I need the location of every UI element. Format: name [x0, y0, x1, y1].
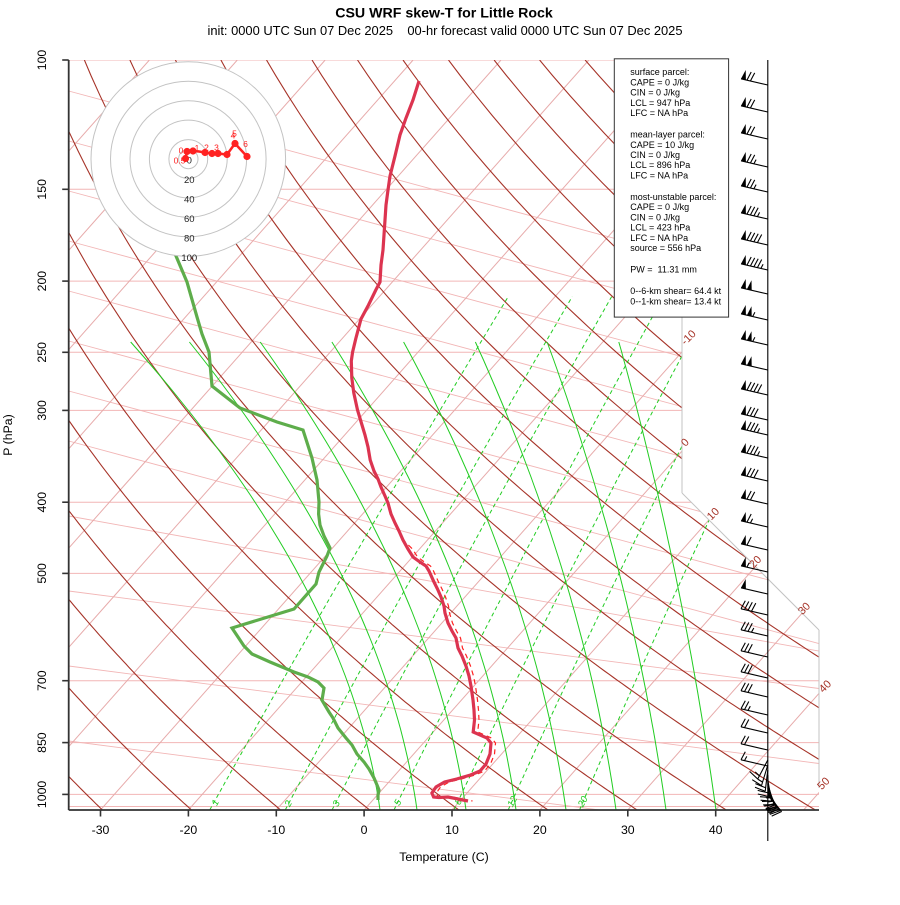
svg-text:0: 0	[179, 146, 184, 156]
svg-text:source = 556 hPa: source = 556 hPa	[630, 243, 701, 253]
svg-text:1000: 1000	[35, 781, 49, 809]
svg-text:0--1-km shear= 13.4 kt: 0--1-km shear= 13.4 kt	[630, 296, 721, 306]
svg-text:20: 20	[184, 175, 195, 186]
svg-text:300: 300	[35, 400, 49, 421]
svg-text:P (hPa): P (hPa)	[1, 414, 15, 455]
svg-text:LCL = 423 hPa: LCL = 423 hPa	[630, 223, 690, 233]
svg-text:CAPE = 0 J/kg: CAPE = 0 J/kg	[630, 202, 689, 212]
svg-text:most-unstable parcel:: most-unstable parcel:	[630, 192, 716, 202]
svg-text:20: 20	[533, 823, 547, 837]
svg-text:3: 3	[214, 143, 219, 153]
svg-text:-10: -10	[267, 823, 285, 837]
svg-text:0: 0	[187, 156, 192, 167]
svg-text:2: 2	[204, 143, 209, 153]
svg-text:CIN = 0 J/kg: CIN = 0 J/kg	[630, 88, 680, 98]
svg-text:-20: -20	[180, 823, 198, 837]
svg-text:100: 100	[181, 253, 197, 264]
svg-text:400: 400	[35, 492, 49, 513]
svg-text:2: 2	[282, 798, 295, 809]
svg-text:CAPE = 10 J/kg: CAPE = 10 J/kg	[630, 140, 694, 150]
svg-text:CIN = 0 J/kg: CIN = 0 J/kg	[630, 212, 680, 222]
svg-text:0.5: 0.5	[174, 156, 186, 166]
svg-text:LFC = NA hPa: LFC = NA hPa	[630, 170, 688, 180]
svg-text:Temperature (C): Temperature (C)	[399, 850, 489, 864]
svg-text:-30: -30	[92, 823, 110, 837]
svg-text:0: 0	[361, 823, 368, 837]
svg-text:0--6-km shear= 64.4 kt: 0--6-km shear= 64.4 kt	[630, 286, 721, 296]
svg-text:CSU WRF skew-T for Little Rock: CSU WRF skew-T for Little Rock	[335, 6, 553, 22]
svg-text:PW = 11.31 mm: PW = 11.31 mm	[630, 265, 697, 275]
svg-text:8: 8	[453, 796, 466, 806]
svg-text:surface parcel:: surface parcel:	[630, 67, 689, 77]
svg-text:150: 150	[35, 179, 49, 200]
svg-text:init: 0000 UTC Sun 07 Dec 2025: init: 0000 UTC Sun 07 Dec 2025 00-hr for…	[207, 23, 682, 38]
svg-text:CIN = 0 J/kg: CIN = 0 J/kg	[630, 150, 680, 160]
svg-text:CAPE = 0 J/kg: CAPE = 0 J/kg	[630, 77, 689, 87]
svg-text:40: 40	[709, 823, 723, 837]
svg-text:1: 1	[195, 143, 200, 153]
svg-text:500: 500	[35, 563, 49, 584]
svg-text:200: 200	[35, 271, 49, 292]
svg-text:250: 250	[35, 342, 49, 363]
svg-text:mean-layer parcel:: mean-layer parcel:	[630, 130, 705, 140]
svg-text:20: 20	[575, 794, 590, 810]
svg-text:5: 5	[392, 797, 405, 807]
svg-text:30: 30	[621, 823, 635, 837]
svg-text:6: 6	[243, 139, 248, 149]
svg-text:80: 80	[184, 233, 195, 244]
svg-text:LCL = 896 hPa: LCL = 896 hPa	[630, 160, 690, 170]
svg-text:1: 1	[210, 798, 222, 808]
svg-text:40: 40	[184, 194, 195, 205]
svg-text:10: 10	[445, 823, 459, 837]
svg-text:3: 3	[331, 798, 344, 808]
svg-text:700: 700	[35, 670, 49, 691]
svg-text:5: 5	[232, 129, 237, 139]
svg-text:LFC = NA hPa: LFC = NA hPa	[630, 233, 688, 243]
svg-text:LFC = NA hPa: LFC = NA hPa	[630, 108, 688, 118]
svg-text:4: 4	[231, 131, 236, 141]
svg-text:850: 850	[35, 732, 49, 753]
svg-text:LCL = 947 hPa: LCL = 947 hPa	[630, 98, 690, 108]
svg-text:60: 60	[184, 214, 195, 225]
svg-text:100: 100	[35, 50, 49, 71]
